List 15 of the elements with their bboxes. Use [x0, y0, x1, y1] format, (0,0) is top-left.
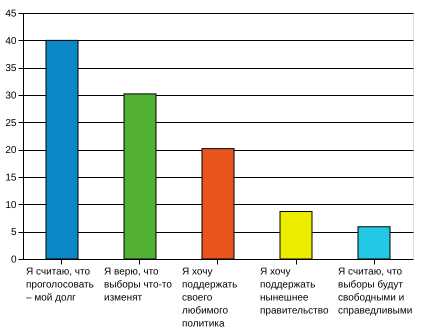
x-tick-label: Я считаю, что выборы будут свободными и справедливыми [338, 266, 412, 316]
x-tick-label: Я хочу поддержать своего любимого политика [182, 266, 238, 330]
y-tick-label: 5 [10, 227, 17, 238]
y-tick-label: 45 [5, 8, 17, 20]
y-tick-label: 25 [5, 118, 17, 129]
y-tick-label: 15 [5, 172, 17, 184]
y-tick-label: 20 [5, 145, 17, 156]
y-tick-label: 40 [5, 36, 17, 47]
y-tick-label: 35 [5, 63, 17, 74]
x-tick-label: Я хочу поддержать нынешнее правительство [260, 266, 329, 316]
y-tick-label: 0 [10, 254, 17, 266]
x-tick-label: Я верю, что выборы что-то изменят [104, 266, 172, 304]
x-tick-label: Я считаю, что проголосовать – мой долг [26, 266, 94, 304]
y-tick-label: 10 [5, 200, 17, 211]
y-tick-label: 30 [5, 90, 17, 102]
